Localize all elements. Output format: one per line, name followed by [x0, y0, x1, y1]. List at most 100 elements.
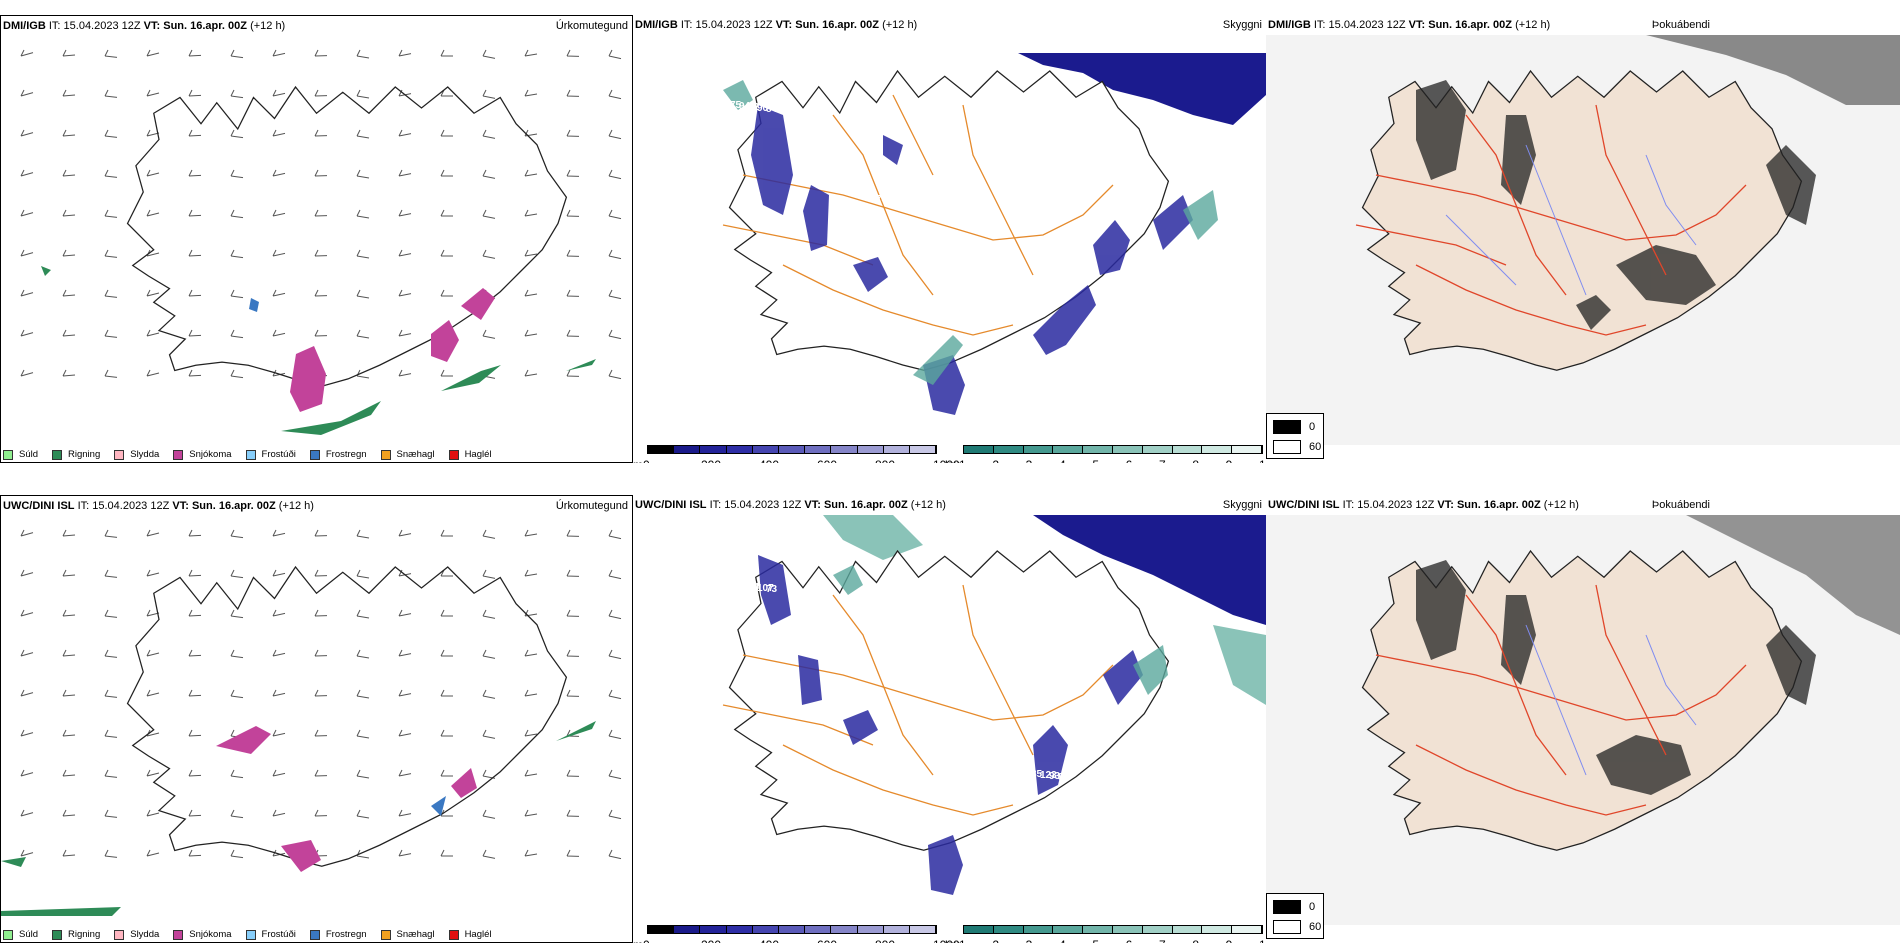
wind-barb [104, 129, 118, 138]
wind-barb [440, 289, 453, 297]
legend-swatch [245, 929, 256, 940]
wind-barb [482, 809, 496, 819]
wind-barb [566, 849, 580, 857]
wind-barb [356, 249, 370, 259]
wind-barb [608, 369, 622, 380]
low-visibility-areas [751, 105, 1193, 415]
wind-barb [62, 609, 76, 617]
visibility-label: 93 [1049, 771, 1061, 782]
legend-swatch [1273, 440, 1301, 454]
fog-title: Þokuábendi [1651, 499, 1710, 511]
wind-barb [524, 689, 538, 697]
visibility-label: 73 [766, 584, 778, 595]
wind-barb [104, 849, 118, 858]
visibility-label: 85 [1031, 769, 1043, 780]
wind-barb [524, 769, 538, 777]
wind-barbs [20, 529, 622, 860]
legend-item: Haglél [448, 449, 492, 460]
wind-barb [482, 729, 496, 739]
wind-barb [104, 49, 118, 58]
visibility-panel-2: UWC/DINI ISL IT: 15.04.2023 12Z VT: Sun.… [633, 495, 1266, 943]
wind-barb [104, 369, 118, 378]
wind-barb [20, 609, 34, 617]
fog-rivers [1525, 624, 1697, 776]
colorbar-tick-label: 9 [1226, 938, 1233, 943]
colorbar-swatch [778, 926, 806, 933]
legend-item: Frostregn [309, 449, 367, 460]
wind-barb [524, 529, 538, 537]
wind-barb [230, 809, 244, 819]
wind-barb [398, 49, 412, 57]
visibility-label: 80 [958, 722, 970, 733]
wind-barb [188, 729, 202, 737]
colorbar-tick-label: 7 [1159, 938, 1166, 943]
colorbar-swatch [993, 446, 1024, 453]
colorbar-tick-label: 1 [959, 938, 966, 943]
height-colorbar: m 0 200 400 600 800 1000 [633, 919, 960, 943]
legend-swatch [309, 929, 320, 940]
wind-barb [188, 249, 202, 257]
visibility-label: 88 [803, 627, 815, 638]
fog-legend: 0 60 [1266, 413, 1324, 459]
legend-swatch [3, 929, 13, 940]
wind-barb [104, 729, 118, 738]
wind-barb [398, 609, 412, 617]
colorbar-tick-label: 7 [1159, 458, 1166, 463]
wind-barb [188, 169, 202, 177]
visibility-label: 84 [766, 104, 778, 115]
visibility-label: 84 [839, 631, 851, 642]
wind-barb [398, 849, 412, 857]
visibility-label: 42 [1113, 337, 1125, 348]
colorbar-swatch [883, 446, 910, 453]
wind-barb [398, 169, 412, 177]
colorbar-tick-label: 800 [875, 938, 895, 943]
panel-title: DMI/IGB IT: 15.04.2023 12Z VT: Sun. 16.a… [635, 19, 918, 31]
precip-legend: Súld Rigning Slydda Snjókoma Frostúði Fr… [3, 449, 506, 460]
legend-swatch [52, 929, 63, 940]
legend-item: Frostúði [245, 929, 296, 940]
wind-barb [20, 809, 34, 817]
wind-barb [524, 209, 538, 217]
wind-barb [608, 529, 622, 540]
colorbar-swatch [831, 926, 858, 933]
colorbar-tick-label: 400 [759, 938, 779, 943]
wind-barb [230, 569, 244, 579]
legend-swatch [1273, 420, 1301, 434]
wind-barb [524, 729, 538, 737]
wind-barb [188, 89, 202, 97]
wind-barb [146, 89, 160, 97]
visibility-label: 91 [803, 147, 815, 158]
visibility-label: 101 [1131, 819, 1148, 830]
visibility-label: 119 [830, 630, 847, 641]
wind-barb [62, 129, 76, 137]
precip-panel-2: UWC/DINI ISL IT: 15.04.2023 12Z VT: Sun.… [0, 495, 633, 943]
visibility-label: 78 [903, 677, 915, 688]
wind-barb [104, 609, 118, 618]
wind-barb [20, 289, 34, 297]
colorbar-tick-label: 200 [701, 458, 721, 463]
wind-barb [566, 809, 580, 817]
legend-swatch [1273, 920, 1301, 934]
wind-barb [608, 249, 622, 260]
wind-barb [104, 289, 118, 298]
wind-barb [608, 289, 622, 300]
wind-barb [356, 809, 370, 819]
wind-barb [524, 809, 538, 817]
visibility-label: 107 [757, 583, 774, 594]
colorbar-tick-label: 4 [1059, 938, 1066, 943]
legend-swatch [114, 449, 125, 460]
visibility-label: 68 [1058, 292, 1070, 303]
legend-item: Frostúði [245, 449, 296, 460]
wind-barb [146, 849, 160, 857]
colorbar-tick-label: 600 [817, 458, 837, 463]
wind-barb [566, 329, 580, 337]
colorbar-tick-label: 6 [1126, 938, 1133, 943]
wind-barb [608, 689, 622, 700]
visibility-label: 15 [1186, 384, 1198, 395]
wind-barb [566, 89, 580, 97]
visibility-label: 102 [1204, 866, 1221, 877]
wind-barb [272, 729, 286, 737]
wind-barb [608, 329, 622, 340]
visibility-label: 101 [976, 724, 993, 735]
legend-swatch [173, 929, 184, 940]
